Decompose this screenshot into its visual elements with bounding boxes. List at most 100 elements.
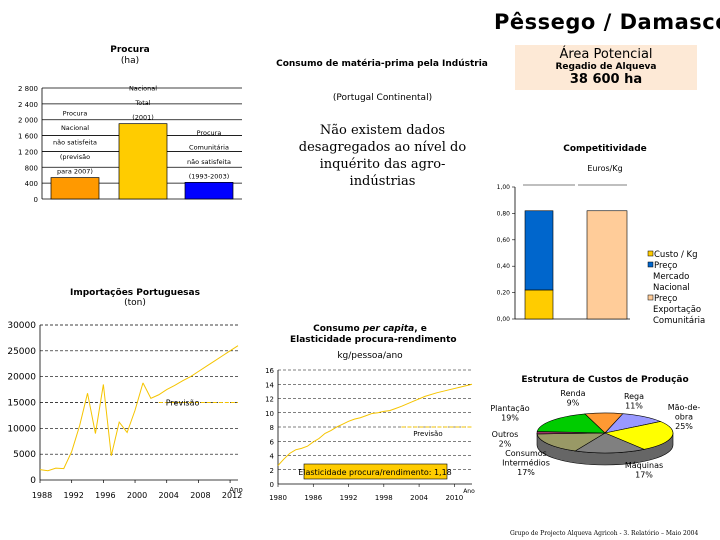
y-tick-label: 2 [270, 467, 274, 475]
y-tick-label: 30000 [7, 321, 36, 331]
trend-line [142, 345, 239, 400]
procura-chart: 0 400 800 1 200 1 600 2 000 2 400 2 800 Procura N… [18, 76, 242, 204]
category-label: Procura [131, 76, 156, 78]
y-tick-label: 16 [265, 367, 274, 375]
category-label: não satisfeita [53, 139, 97, 147]
x-tick-label: 1992 [340, 494, 358, 502]
category-label: Total [134, 99, 150, 107]
y-tick-label: 10 [265, 410, 274, 418]
legend-label: Preço [654, 294, 677, 304]
legend-label: Nacional [653, 283, 690, 293]
y-tick-label: 1 600 [18, 133, 38, 141]
slice-label: Mão-de- [668, 403, 701, 412]
forecast-label: Previsão [413, 430, 442, 438]
x-axis-label: Ano [229, 486, 243, 494]
y-tick-label: 0,00 [497, 316, 511, 323]
slice-label: Plantação [490, 404, 529, 413]
series-line [39, 382, 144, 472]
category-label: (2001) [132, 114, 154, 122]
y-tick-label: 10000 [7, 424, 36, 434]
bar-preco-exportacao [586, 210, 628, 320]
procura-subtitle: (ha) [120, 56, 140, 66]
y-tick-label: 0 [270, 481, 274, 489]
category-label: Nacional [61, 124, 89, 132]
slice-label: 11% [625, 402, 643, 411]
y-tick-label: 20000 [7, 373, 36, 383]
no-data-message: Não existem dados desagregados ao nível … [290, 122, 475, 190]
slice-label: 9% [567, 399, 580, 408]
x-tick-label: 1996 [95, 491, 115, 500]
slice-label: Rega [624, 392, 644, 401]
slice-label: Consumos [505, 449, 547, 458]
x-tick-label: 2004 [410, 494, 428, 502]
area-value: 38 600 ha [569, 72, 643, 87]
competitividade-ylabel: Euros/Kg [587, 164, 623, 173]
consumo-capita-title-em: per capita [362, 324, 415, 334]
page-title: Pêssego / Damasco [494, 10, 720, 34]
y-tick-label: 2 000 [18, 117, 38, 125]
x-tick-label: 1980 [269, 494, 287, 502]
consumo-capita-chart: 0 2 4 6 8 10 12 14 16 1980 1986 1992 1998 2004 2010Ano… [265, 367, 475, 502]
consumo-materia-title: Consumo de matéria-prima pela Indústria [276, 59, 488, 69]
x-tick-label: 1988 [32, 491, 52, 500]
y-tick-label: 25000 [7, 347, 36, 357]
trend-line [401, 383, 473, 407]
slice-label: 17% [635, 471, 653, 480]
slice-label: Outros [492, 430, 519, 439]
legend-swatch [647, 250, 654, 257]
importacoes-chart: 0 5000 10000 15000 20000 25000 30000 1988 1992 19… [7, 321, 243, 500]
y-tick-label: 0,20 [497, 290, 511, 297]
y-tick-label: 5000 [13, 450, 36, 460]
y-tick-label: 4 [270, 453, 275, 461]
legend-swatch [647, 294, 654, 301]
y-tick-label: 1,00 [497, 184, 511, 191]
custos-title: Estrutura de Custos de Produção [521, 375, 689, 385]
importacoes-subtitle: (ton) [124, 298, 146, 308]
y-tick-label: 14 [265, 381, 274, 389]
bar [118, 123, 168, 200]
bar [50, 177, 100, 200]
pie-slice [603, 421, 674, 450]
x-tick-label: 1998 [375, 494, 393, 502]
nodata-line-3: inquérito das agro-indústrias [319, 157, 446, 189]
bar-custo [524, 289, 554, 320]
y-tick-label: 0,80 [497, 210, 511, 217]
bar [184, 181, 234, 200]
category-label: Procura [197, 129, 222, 137]
pie-slice [574, 432, 646, 454]
consumo-capita-title-line2: Elasticidade procura-rendimento [290, 335, 457, 345]
nodata-line-2: desagregados ao nível do [298, 140, 467, 155]
y-tick-label: 15000 [7, 399, 36, 409]
area-title: Área Potencial [559, 47, 653, 62]
category-label: (previsão [60, 153, 90, 161]
y-tick-label: 2 400 [18, 101, 38, 109]
x-tick-label: 2010 [445, 494, 463, 502]
category-label: Nacional [129, 85, 157, 93]
consumo-capita-ylabel: kg/pessoa/ano [337, 351, 403, 361]
annotation-box [303, 463, 448, 480]
consumo-capita-title-2: , e [414, 324, 427, 334]
legend-label: Custo / Kg [654, 250, 698, 260]
area-potencial-box: Área Potencial Regadio de Alqueva 38 600… [515, 45, 697, 90]
y-tick-label: 0,60 [497, 237, 511, 244]
y-tick-label: 0 [30, 476, 36, 486]
procura-title: Procura [110, 45, 150, 55]
y-tick-label: 800 [25, 164, 38, 172]
x-tick-label: 2008 [190, 491, 210, 500]
slice-label: 19% [501, 414, 519, 423]
nodata-line-1: Não existem dados [319, 123, 446, 138]
forecast-label: Previsão [166, 399, 200, 408]
pie-slice [536, 413, 606, 434]
y-tick-label: 400 [25, 180, 38, 188]
consumo-capita-title-1: Consumo [313, 324, 363, 334]
x-tick-label: 2004 [159, 491, 179, 500]
slice-label: Renda [560, 389, 585, 398]
y-tick-label: 8 [270, 424, 274, 432]
y-tick-label: 0 [34, 196, 38, 204]
series-line [277, 405, 402, 466]
legend-label: Comunitária [653, 316, 705, 326]
category-label: Procura [63, 110, 88, 118]
x-tick-label: 1986 [304, 494, 322, 502]
